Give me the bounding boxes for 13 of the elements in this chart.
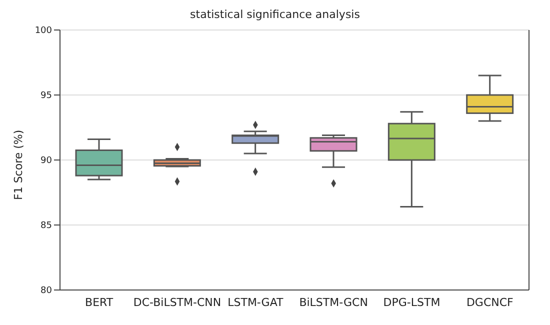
y-tick-label: 95	[40, 91, 52, 102]
y-tick-label: 80	[40, 286, 52, 296]
x-tick-label: DGCNCF	[466, 296, 514, 309]
x-tick-label: DPG-LSTM	[383, 296, 440, 309]
x-tick-label: BiLSTM-GCN	[299, 296, 368, 309]
x-tick-label: LSTM-GAT	[228, 296, 284, 309]
y-tick-label: 100	[34, 26, 52, 36]
y-tick-label: 85	[40, 221, 52, 232]
x-tick-label: DC-BiLSTM-CNN	[133, 296, 222, 309]
y-axis-title: F1 Score (%)	[12, 130, 25, 200]
y-tick-label: 90	[40, 156, 52, 166]
x-tick-label: BERT	[85, 296, 114, 309]
chart-title: statistical significance analysis	[189, 8, 361, 23]
